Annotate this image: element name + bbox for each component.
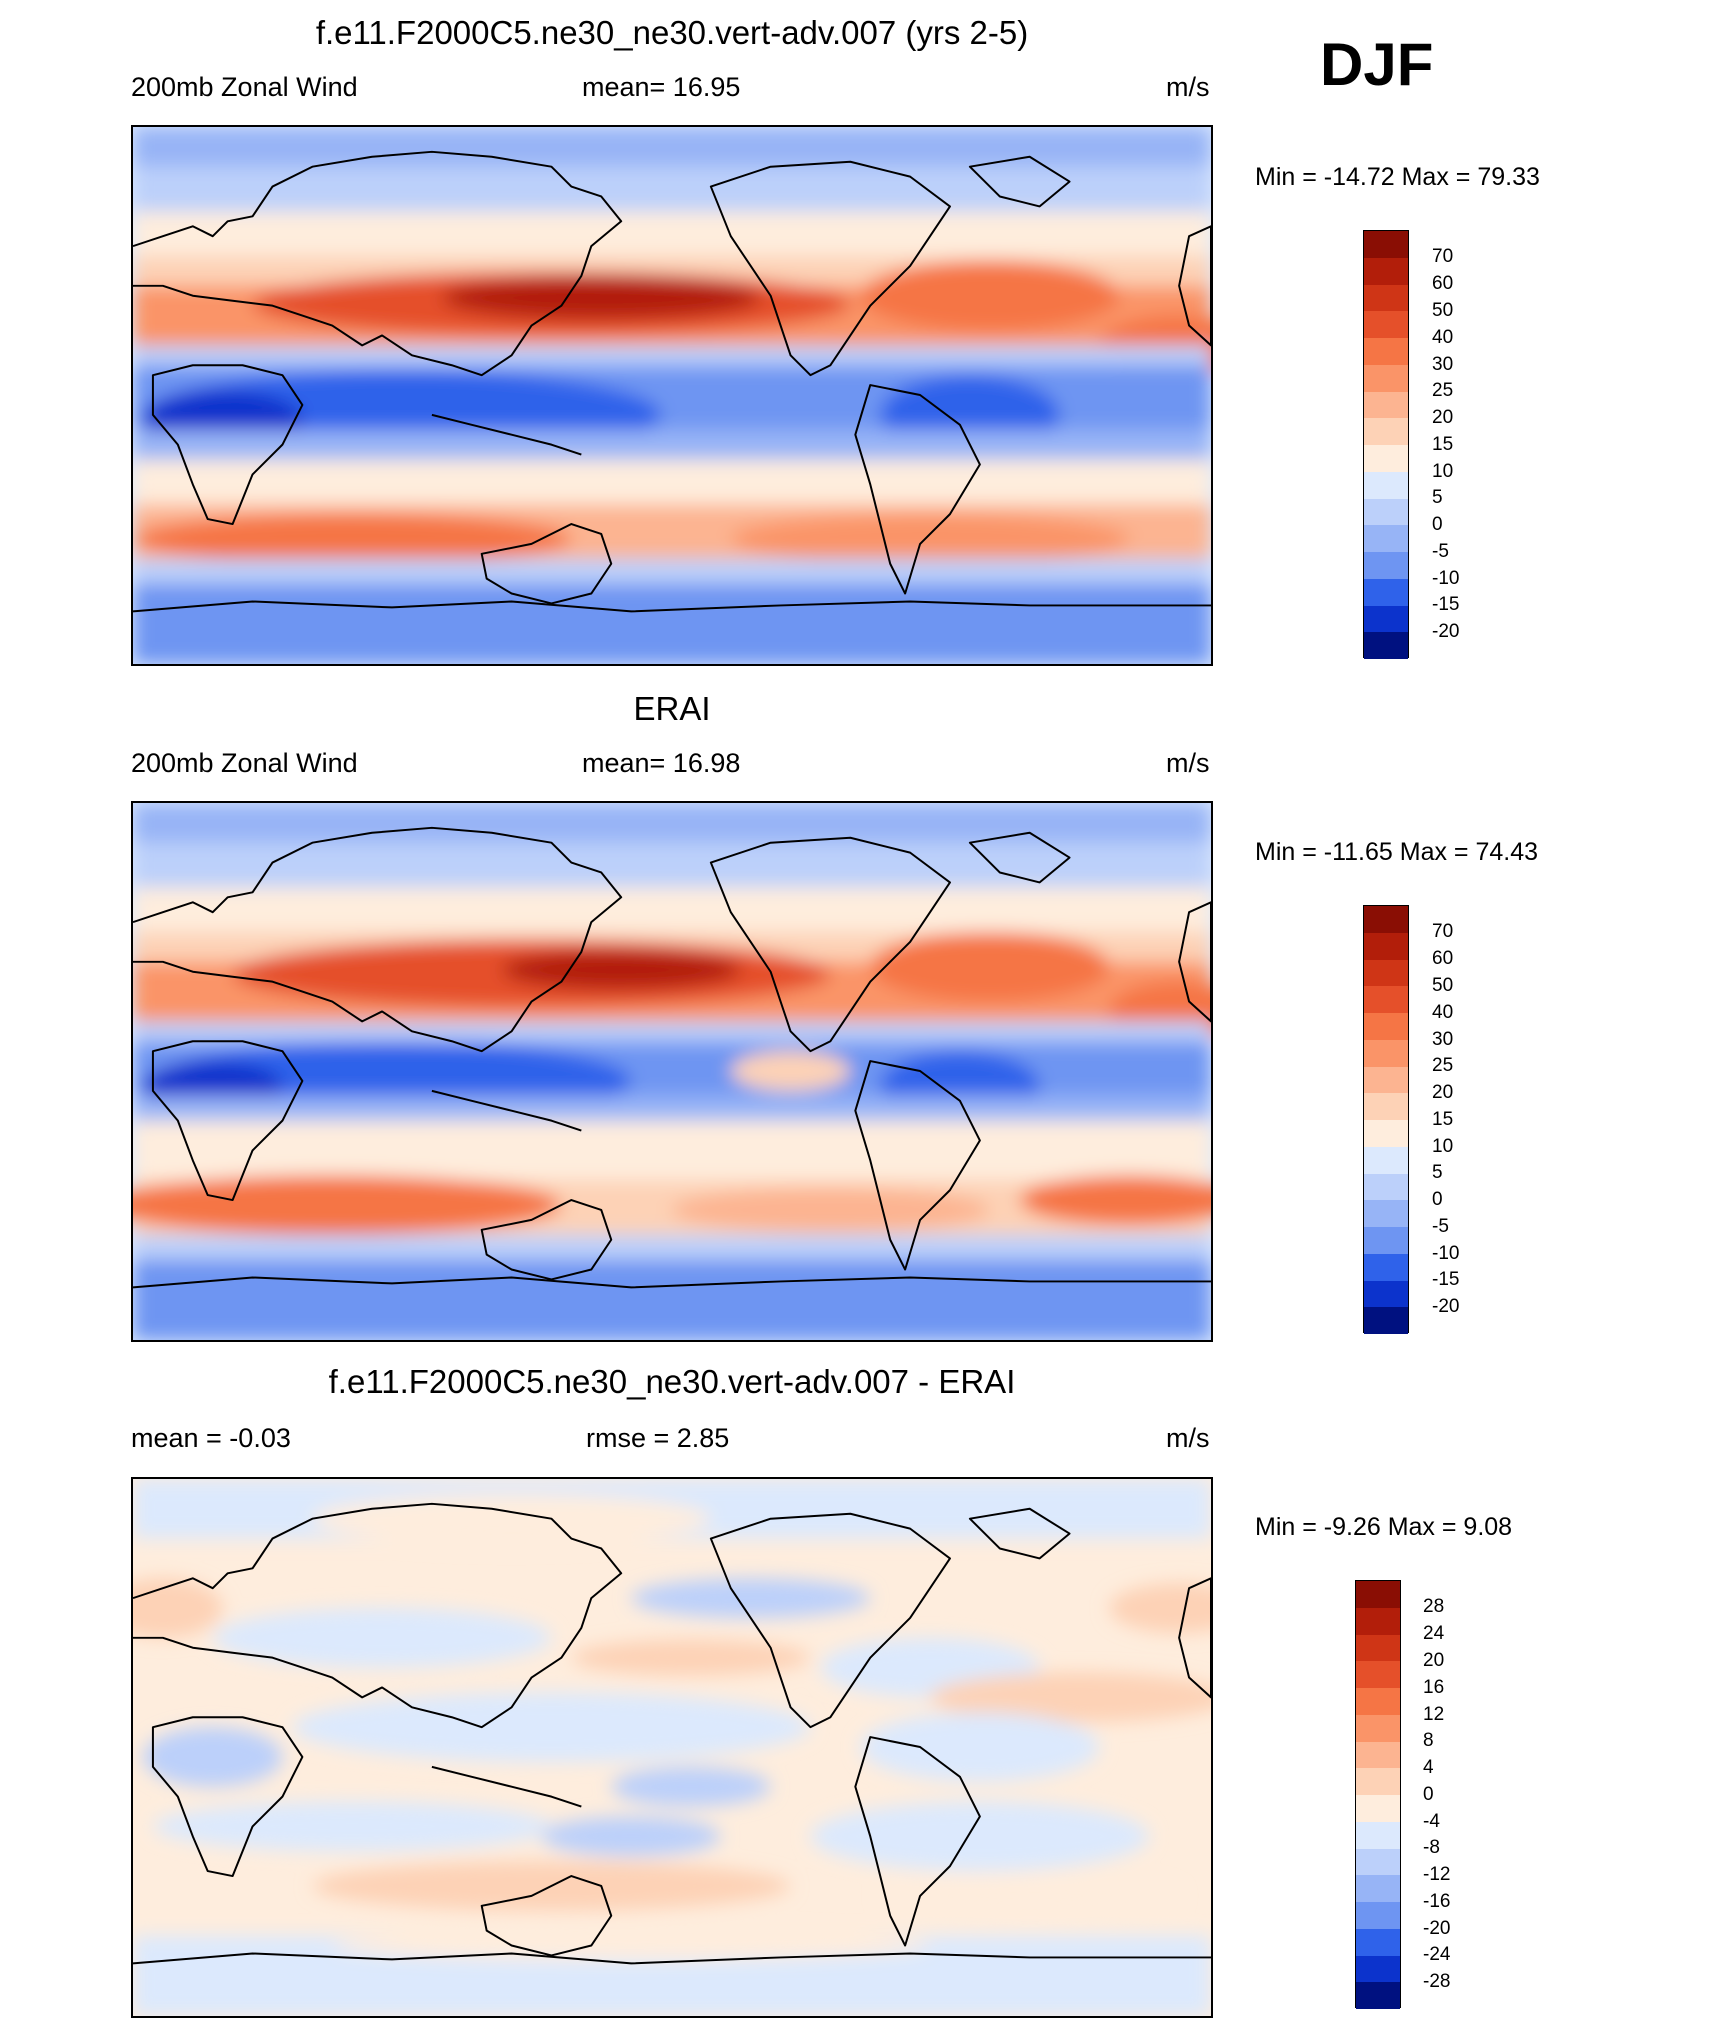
colorbar-tick: 40 — [1432, 1002, 1454, 1023]
colorbar-tick: -10 — [1432, 568, 1460, 589]
colorbar-tick: 70 — [1432, 246, 1454, 267]
season-label: DJF — [1320, 31, 1434, 98]
colorbar-tick: 8 — [1423, 1730, 1434, 1751]
colorbar-tick: -8 — [1423, 1837, 1440, 1858]
colorbar-tick: 16 — [1423, 1677, 1445, 1698]
panel2-colorbar — [1363, 905, 1409, 1334]
panel3-rmse-label: rmse = 2.85 — [586, 1423, 730, 1453]
colorbar-tick: 0 — [1432, 514, 1443, 535]
colorbar-tick: 20 — [1423, 1650, 1445, 1671]
panel3-title: f.e11.F2000C5.ne30_ne30.vert-adv.007 - E… — [328, 1363, 1016, 1400]
colorbar-tick: 60 — [1432, 273, 1454, 294]
panel2-minmax-label: Min = -11.65 Max = 74.43 — [1255, 838, 1539, 866]
panel1-mean-label: mean= 16.95 — [582, 72, 741, 102]
colorbar-tick: 5 — [1432, 1162, 1443, 1183]
panel3-minmax-label: Min = -9.26 Max = 9.08 — [1255, 1513, 1513, 1541]
panel2-variable-label: 200mb Zonal Wind — [131, 748, 358, 778]
colorbar-tick: 0 — [1432, 1189, 1443, 1210]
colorbar-tick: 15 — [1432, 1109, 1454, 1130]
panel1-units-label: m/s — [1166, 72, 1210, 102]
panel1-map — [131, 125, 1213, 666]
panel2-map — [131, 801, 1213, 1342]
colorbar-tick: 12 — [1423, 1704, 1445, 1725]
colorbar-tick: -5 — [1432, 1216, 1449, 1237]
colorbar-tick: -20 — [1432, 1296, 1460, 1317]
colorbar-tick: 50 — [1432, 975, 1454, 996]
colorbar-tick: 40 — [1432, 327, 1454, 348]
colorbar-tick: 0 — [1423, 1784, 1434, 1805]
colorbar-tick: 5 — [1432, 487, 1443, 508]
colorbar-tick: 25 — [1432, 380, 1454, 401]
panel2-title: ERAI — [633, 690, 711, 727]
colorbar-tick: 30 — [1432, 354, 1454, 375]
colorbar-tick: 10 — [1432, 1136, 1454, 1157]
colorbar-tick: -28 — [1423, 1971, 1451, 1992]
colorbar-tick: 28 — [1423, 1596, 1445, 1617]
panel3-colorbar — [1355, 1580, 1401, 2009]
colorbar-tick: 4 — [1423, 1757, 1434, 1778]
colorbar-tick: 20 — [1432, 1082, 1454, 1103]
colorbar-tick: -4 — [1423, 1811, 1440, 1832]
colorbar-tick: -20 — [1432, 621, 1460, 642]
panel1-colorbar — [1363, 230, 1409, 659]
colorbar-tick: -10 — [1432, 1243, 1460, 1264]
colorbar-tick: 50 — [1432, 300, 1454, 321]
panel1-title: f.e11.F2000C5.ne30_ne30.vert-adv.007 (yr… — [315, 14, 1029, 51]
colorbar-tick: 70 — [1432, 921, 1454, 942]
colorbar-tick: 15 — [1432, 434, 1454, 455]
colorbar-tick: 60 — [1432, 948, 1454, 969]
colorbar-tick: -24 — [1423, 1944, 1451, 1965]
colorbar-tick: 25 — [1432, 1055, 1454, 1076]
colorbar-tick: -15 — [1432, 594, 1460, 615]
panel3-mean-label: mean = -0.03 — [131, 1423, 291, 1453]
colorbar-tick: 10 — [1432, 461, 1454, 482]
colorbar-tick: 20 — [1432, 407, 1454, 428]
colorbar-tick: -16 — [1423, 1891, 1451, 1912]
colorbar-tick: -20 — [1423, 1918, 1451, 1939]
panel2-mean-label: mean= 16.98 — [582, 748, 741, 778]
colorbar-tick: -12 — [1423, 1864, 1451, 1885]
colorbar-tick: -5 — [1432, 541, 1449, 562]
panel1-minmax-label: Min = -14.72 Max = 79.33 — [1255, 163, 1540, 191]
panel2-units-label: m/s — [1166, 748, 1210, 778]
colorbar-tick: 24 — [1423, 1623, 1445, 1644]
panel1-variable-label: 200mb Zonal Wind — [131, 72, 358, 102]
colorbar-tick: 30 — [1432, 1029, 1454, 1050]
panel3-units-label: m/s — [1166, 1423, 1210, 1453]
panel3-map — [131, 1477, 1213, 2018]
colorbar-tick: -15 — [1432, 1269, 1460, 1290]
